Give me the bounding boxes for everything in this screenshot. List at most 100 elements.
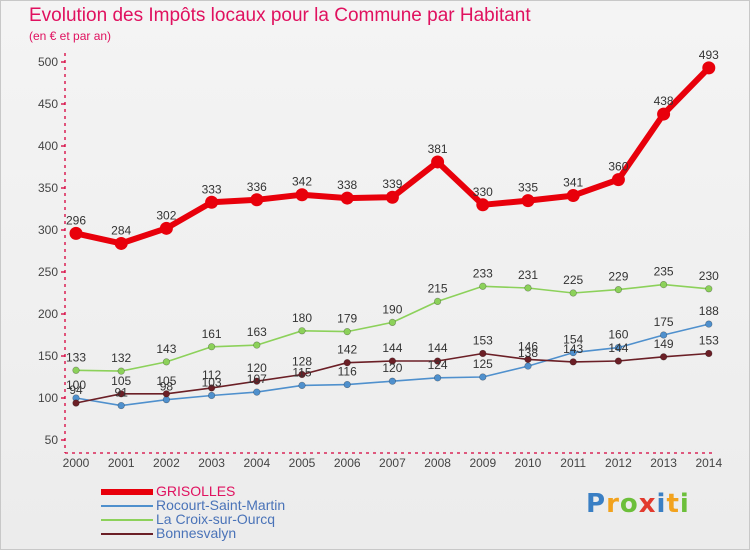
- data-label-3: 142: [337, 343, 357, 357]
- series-point-2: [705, 285, 713, 293]
- data-label-1: 138: [518, 346, 538, 360]
- data-label-0: 284: [111, 223, 131, 237]
- series-point-3: [705, 349, 713, 358]
- series-point-1: [524, 362, 532, 370]
- legend-label: La Croix-sur-Ourcq: [156, 511, 276, 527]
- series-point-1: [208, 391, 216, 400]
- y-tick-label: 100: [38, 391, 58, 405]
- series-point-0: [69, 226, 83, 240]
- data-label-1: 175: [654, 315, 674, 329]
- series-point-1: [434, 374, 442, 382]
- x-tick-label: 2011: [560, 456, 586, 470]
- data-label-2: 132: [111, 351, 131, 365]
- data-label-2: 231: [518, 268, 538, 282]
- data-label-2: 161: [202, 327, 222, 341]
- series-point-2: [117, 367, 125, 375]
- data-label-3: 128: [292, 354, 312, 368]
- data-label-0: 333: [202, 182, 222, 196]
- legend-label: Rocourt-Saint-Martin: [156, 497, 286, 513]
- x-tick-label: 2013: [650, 456, 677, 470]
- data-label-2: 133: [66, 350, 86, 364]
- series-point-0: [431, 155, 445, 169]
- x-tick-label: 2009: [469, 456, 496, 470]
- data-label-0: 296: [66, 213, 86, 227]
- series-point-2: [298, 327, 306, 335]
- chart-title: Evolution des Impôts locaux pour la Comm…: [29, 5, 531, 26]
- series-point-2: [343, 328, 351, 336]
- data-label-0: 493: [699, 48, 719, 62]
- data-label-0: 336: [247, 180, 267, 194]
- x-tick-label: 2014: [695, 456, 722, 470]
- data-label-3: 144: [608, 341, 628, 355]
- series-point-2: [569, 289, 577, 297]
- data-label-3: 94: [69, 383, 83, 397]
- series-point-0: [657, 107, 671, 121]
- data-label-2: 235: [654, 265, 674, 279]
- data-label-3: 105: [156, 374, 176, 388]
- data-label-1: 124: [428, 358, 448, 372]
- x-tick-label: 2006: [334, 456, 361, 470]
- x-tick-label: 2001: [108, 456, 135, 470]
- series-point-3: [253, 377, 261, 385]
- series-point-1: [253, 388, 261, 396]
- data-label-0: 302: [156, 208, 176, 222]
- data-label-0: 338: [337, 178, 357, 192]
- data-label-1: 125: [473, 357, 493, 371]
- y-tick-label: 500: [38, 55, 58, 69]
- series-point-3: [208, 384, 216, 392]
- data-label-3: 144: [382, 341, 402, 355]
- y-tick-label: 200: [38, 307, 58, 321]
- data-label-3: 120: [247, 361, 267, 375]
- data-label-2: 233: [473, 266, 493, 280]
- series-point-2: [434, 297, 442, 306]
- series-point-3: [388, 357, 397, 365]
- data-label-3: 112: [202, 368, 221, 382]
- data-label-1: 100: [66, 378, 86, 392]
- data-label-0: 381: [428, 142, 448, 156]
- series-point-1: [388, 377, 397, 385]
- x-tick-label: 2008: [424, 456, 451, 470]
- data-label-3: 153: [699, 333, 719, 347]
- series-point-0: [205, 195, 219, 209]
- series-point-0: [702, 61, 716, 75]
- series-point-3: [298, 370, 306, 379]
- data-label-3: 149: [654, 337, 674, 351]
- data-label-2: 225: [563, 273, 583, 287]
- series-point-0: [521, 194, 535, 208]
- series-point-2: [208, 343, 216, 351]
- data-label-1: 98: [160, 380, 174, 394]
- series-point-3: [569, 358, 577, 366]
- data-label-0: 438: [654, 94, 674, 108]
- data-label-3: 144: [428, 341, 448, 355]
- x-tick-label: 2005: [289, 456, 316, 470]
- series-point-2: [479, 282, 487, 290]
- series-point-0: [611, 173, 625, 187]
- proxiti-logo: Proxiti: [586, 489, 690, 519]
- series-point-0: [114, 236, 128, 250]
- series-point-0: [159, 221, 173, 235]
- x-tick-label: 2003: [198, 456, 225, 470]
- legend-swatch: [101, 489, 153, 495]
- legend-swatch: [101, 505, 153, 507]
- series-point-0: [566, 189, 580, 203]
- data-label-0: 335: [518, 181, 538, 195]
- legend-swatch: [101, 519, 153, 521]
- data-label-1: 154: [563, 333, 583, 347]
- series-point-1: [659, 331, 668, 339]
- series-point-1: [705, 320, 713, 328]
- series-point-1: [479, 373, 487, 381]
- series-point-2: [162, 358, 170, 366]
- data-label-3: 146: [518, 339, 538, 353]
- y-tick-label: 150: [38, 349, 58, 363]
- data-label-1: 115: [292, 365, 311, 379]
- data-label-2: 190: [382, 302, 402, 316]
- series-point-3: [162, 390, 170, 398]
- data-label-2: 215: [428, 281, 448, 295]
- data-label-0: 339: [382, 177, 402, 191]
- data-label-1: 160: [608, 328, 628, 342]
- x-tick-label: 2012: [605, 456, 632, 470]
- x-tick-label: 2002: [153, 456, 180, 470]
- y-tick-label: 350: [38, 181, 58, 195]
- series-point-2: [72, 366, 80, 374]
